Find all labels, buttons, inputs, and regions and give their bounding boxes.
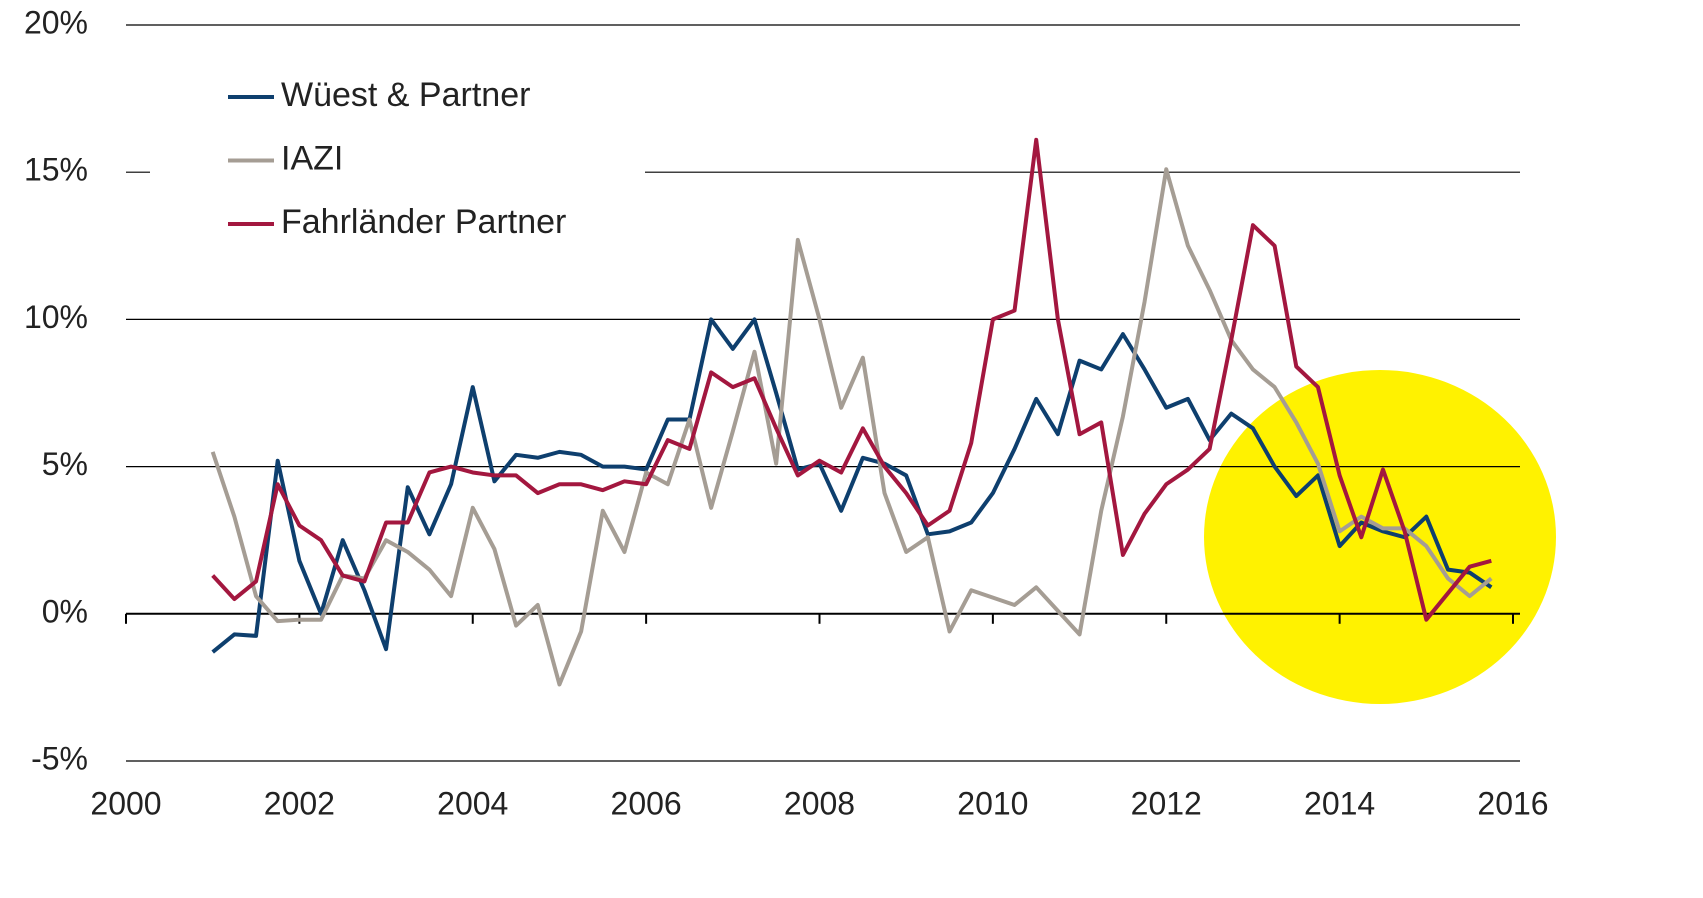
y-tick-label: 10% — [24, 299, 88, 335]
series-line — [211, 317, 1493, 654]
legend-label: IAZI — [281, 139, 343, 177]
legend-label: Wüest & Partner — [281, 76, 530, 114]
y-tick-label: 0% — [42, 593, 88, 629]
y-tick-label: 20% — [24, 4, 88, 40]
x-tick-label: 2008 — [784, 785, 855, 821]
series-line — [210, 167, 1493, 687]
x-tick-label: 2016 — [1477, 785, 1548, 821]
x-tick-label: 2002 — [264, 785, 335, 821]
x-tick-label: 2014 — [1304, 785, 1375, 821]
legend-label: Fahrländer Partner — [281, 203, 566, 241]
highlight-ellipse — [1204, 370, 1556, 704]
y-tick-label: 15% — [24, 152, 88, 188]
x-tick-label: 2010 — [957, 785, 1028, 821]
x-tick-label: 2006 — [611, 785, 682, 821]
x-tick-label: 2004 — [437, 785, 508, 821]
y-tick-label: 5% — [42, 446, 88, 482]
x-tick-label: 2000 — [90, 785, 161, 821]
y-tick-label: -5% — [31, 740, 88, 776]
x-tick-label: 2012 — [1131, 785, 1202, 821]
series-line — [211, 137, 1492, 622]
